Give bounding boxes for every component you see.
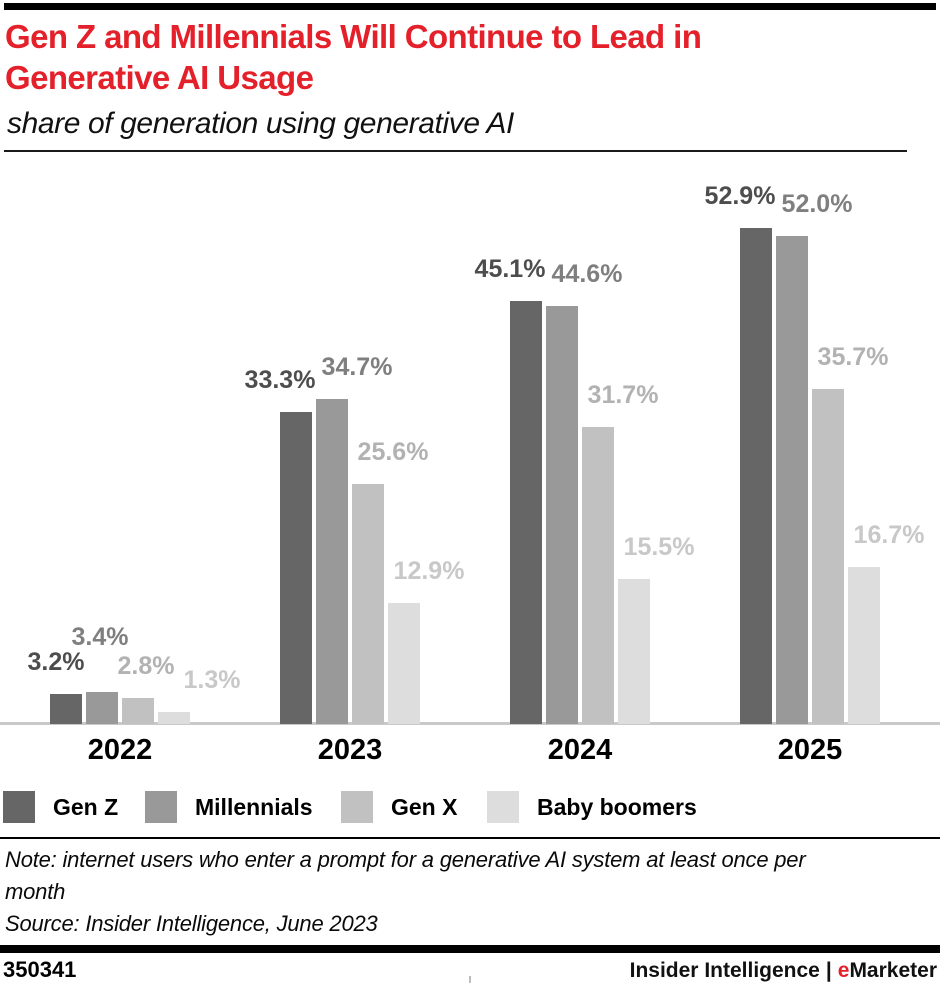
bar-value-gen-x-2025: 35.7% xyxy=(817,343,889,371)
bar-baby-boomers-2023 xyxy=(388,603,420,724)
insider-intelligence-label: Insider Intelligence xyxy=(629,959,820,982)
page-title-line-1: Gen Z and Millennials Will Continue to L… xyxy=(5,18,702,55)
bar-gen-z-2023 xyxy=(280,412,312,724)
emarketer-e-accent: e xyxy=(837,959,850,982)
bar-value-gen-z-2025: 52.9% xyxy=(704,182,776,210)
x-axis-line xyxy=(0,722,940,725)
bar-value-millennials-2024: 44.6% xyxy=(551,260,623,288)
bar-baby-boomers-2022 xyxy=(158,712,190,724)
x-tick-2024: 2024 xyxy=(547,734,613,766)
bar-gen-x-2023 xyxy=(352,484,384,724)
bar-millennials-2022 xyxy=(86,692,118,724)
bar-value-baby-boomers-2024: 15.5% xyxy=(623,533,695,561)
legend-swatch-gen-x xyxy=(341,791,373,823)
bar-value-gen-x-2022: 2.8% xyxy=(117,652,175,680)
page-title: Gen Z and Millennials Will Continue to L… xyxy=(5,16,875,98)
bar-value-baby-boomers-2025: 16.7% xyxy=(853,521,925,549)
bar-gen-z-2022 xyxy=(50,694,82,724)
emarketer-label: eMarketer xyxy=(838,959,937,982)
bar-value-gen-x-2023: 25.6% xyxy=(357,438,429,466)
note-text-line-2: month xyxy=(5,879,66,904)
bar-gen-x-2024 xyxy=(582,427,614,724)
legend: Gen Z Millennials Gen X Baby boomers xyxy=(0,791,940,823)
bar-gen-z-2025 xyxy=(740,228,772,724)
bar-value-gen-z-2024: 45.1% xyxy=(474,255,546,283)
bottom-tick xyxy=(469,976,471,983)
bar-millennials-2024 xyxy=(546,306,578,724)
bar-value-baby-boomers-2023: 12.9% xyxy=(393,557,465,585)
legend-item-millennials: Millennials xyxy=(145,791,313,823)
page-title-line-2: Generative AI Usage xyxy=(5,59,314,96)
bar-value-millennials-2022: 3.4% xyxy=(71,623,129,651)
bar-baby-boomers-2024 xyxy=(618,579,650,724)
bar-gen-x-2022 xyxy=(122,698,154,724)
x-tick-2023: 2023 xyxy=(317,734,383,766)
legend-label-baby-boomers: Baby boomers xyxy=(537,793,697,820)
legend-item-baby-boomers: Baby boomers xyxy=(487,791,697,823)
note-rule xyxy=(0,837,940,839)
bar-millennials-2025 xyxy=(776,236,808,724)
legend-swatch-baby-boomers xyxy=(487,791,519,823)
x-tick-2022: 2022 xyxy=(87,734,153,766)
chart-subtitle: share of generation using generative AI xyxy=(7,107,514,140)
subtitle-rule xyxy=(4,150,907,152)
legend-swatch-gen-z xyxy=(3,791,35,823)
brand-lockup: Insider Intelligence | eMarketer xyxy=(630,959,937,983)
chart-id: 350341 xyxy=(3,957,77,982)
bar-gen-z-2024 xyxy=(510,301,542,724)
bar-value-gen-z-2023: 33.3% xyxy=(244,366,316,394)
legend-swatch-millennials xyxy=(145,791,177,823)
legend-label-gen-x: Gen X xyxy=(391,793,458,820)
bar-value-millennials-2025: 52.0% xyxy=(781,190,853,218)
x-tick-2025: 2025 xyxy=(777,734,843,766)
chart-canvas: 3.2% 33.3% 45.1% 52.9% 3.4% 34.7% 44.6% 52.0% 2.… xyxy=(0,182,940,765)
emarketer-rest: Marketer xyxy=(849,959,937,982)
bar-value-gen-x-2024: 31.7% xyxy=(587,381,659,409)
legend-label-gen-z: Gen Z xyxy=(53,793,119,820)
legend-item-gen-x: Gen X xyxy=(341,791,457,823)
brand-separator: | xyxy=(825,959,832,982)
bar-millennials-2023 xyxy=(316,399,348,724)
bar-value-gen-z-2022: 3.2% xyxy=(27,648,85,676)
bar-value-millennials-2023: 34.7% xyxy=(321,353,393,381)
bar-baby-boomers-2025 xyxy=(848,567,880,724)
legend-label-millennials: Millennials xyxy=(195,793,313,820)
bar-gen-x-2025 xyxy=(812,389,844,724)
source-text: Source: Insider Intelligence, June 2023 xyxy=(5,911,378,936)
top-rule xyxy=(4,3,936,10)
legend-item-gen-z: Gen Z xyxy=(3,791,118,823)
footer-rule xyxy=(0,945,940,953)
note-text-line-1: Note: internet users who enter a prompt … xyxy=(5,847,806,872)
bar-value-baby-boomers-2022: 1.3% xyxy=(183,666,241,694)
note-block: Note: internet users who enter a prompt … xyxy=(5,844,925,940)
